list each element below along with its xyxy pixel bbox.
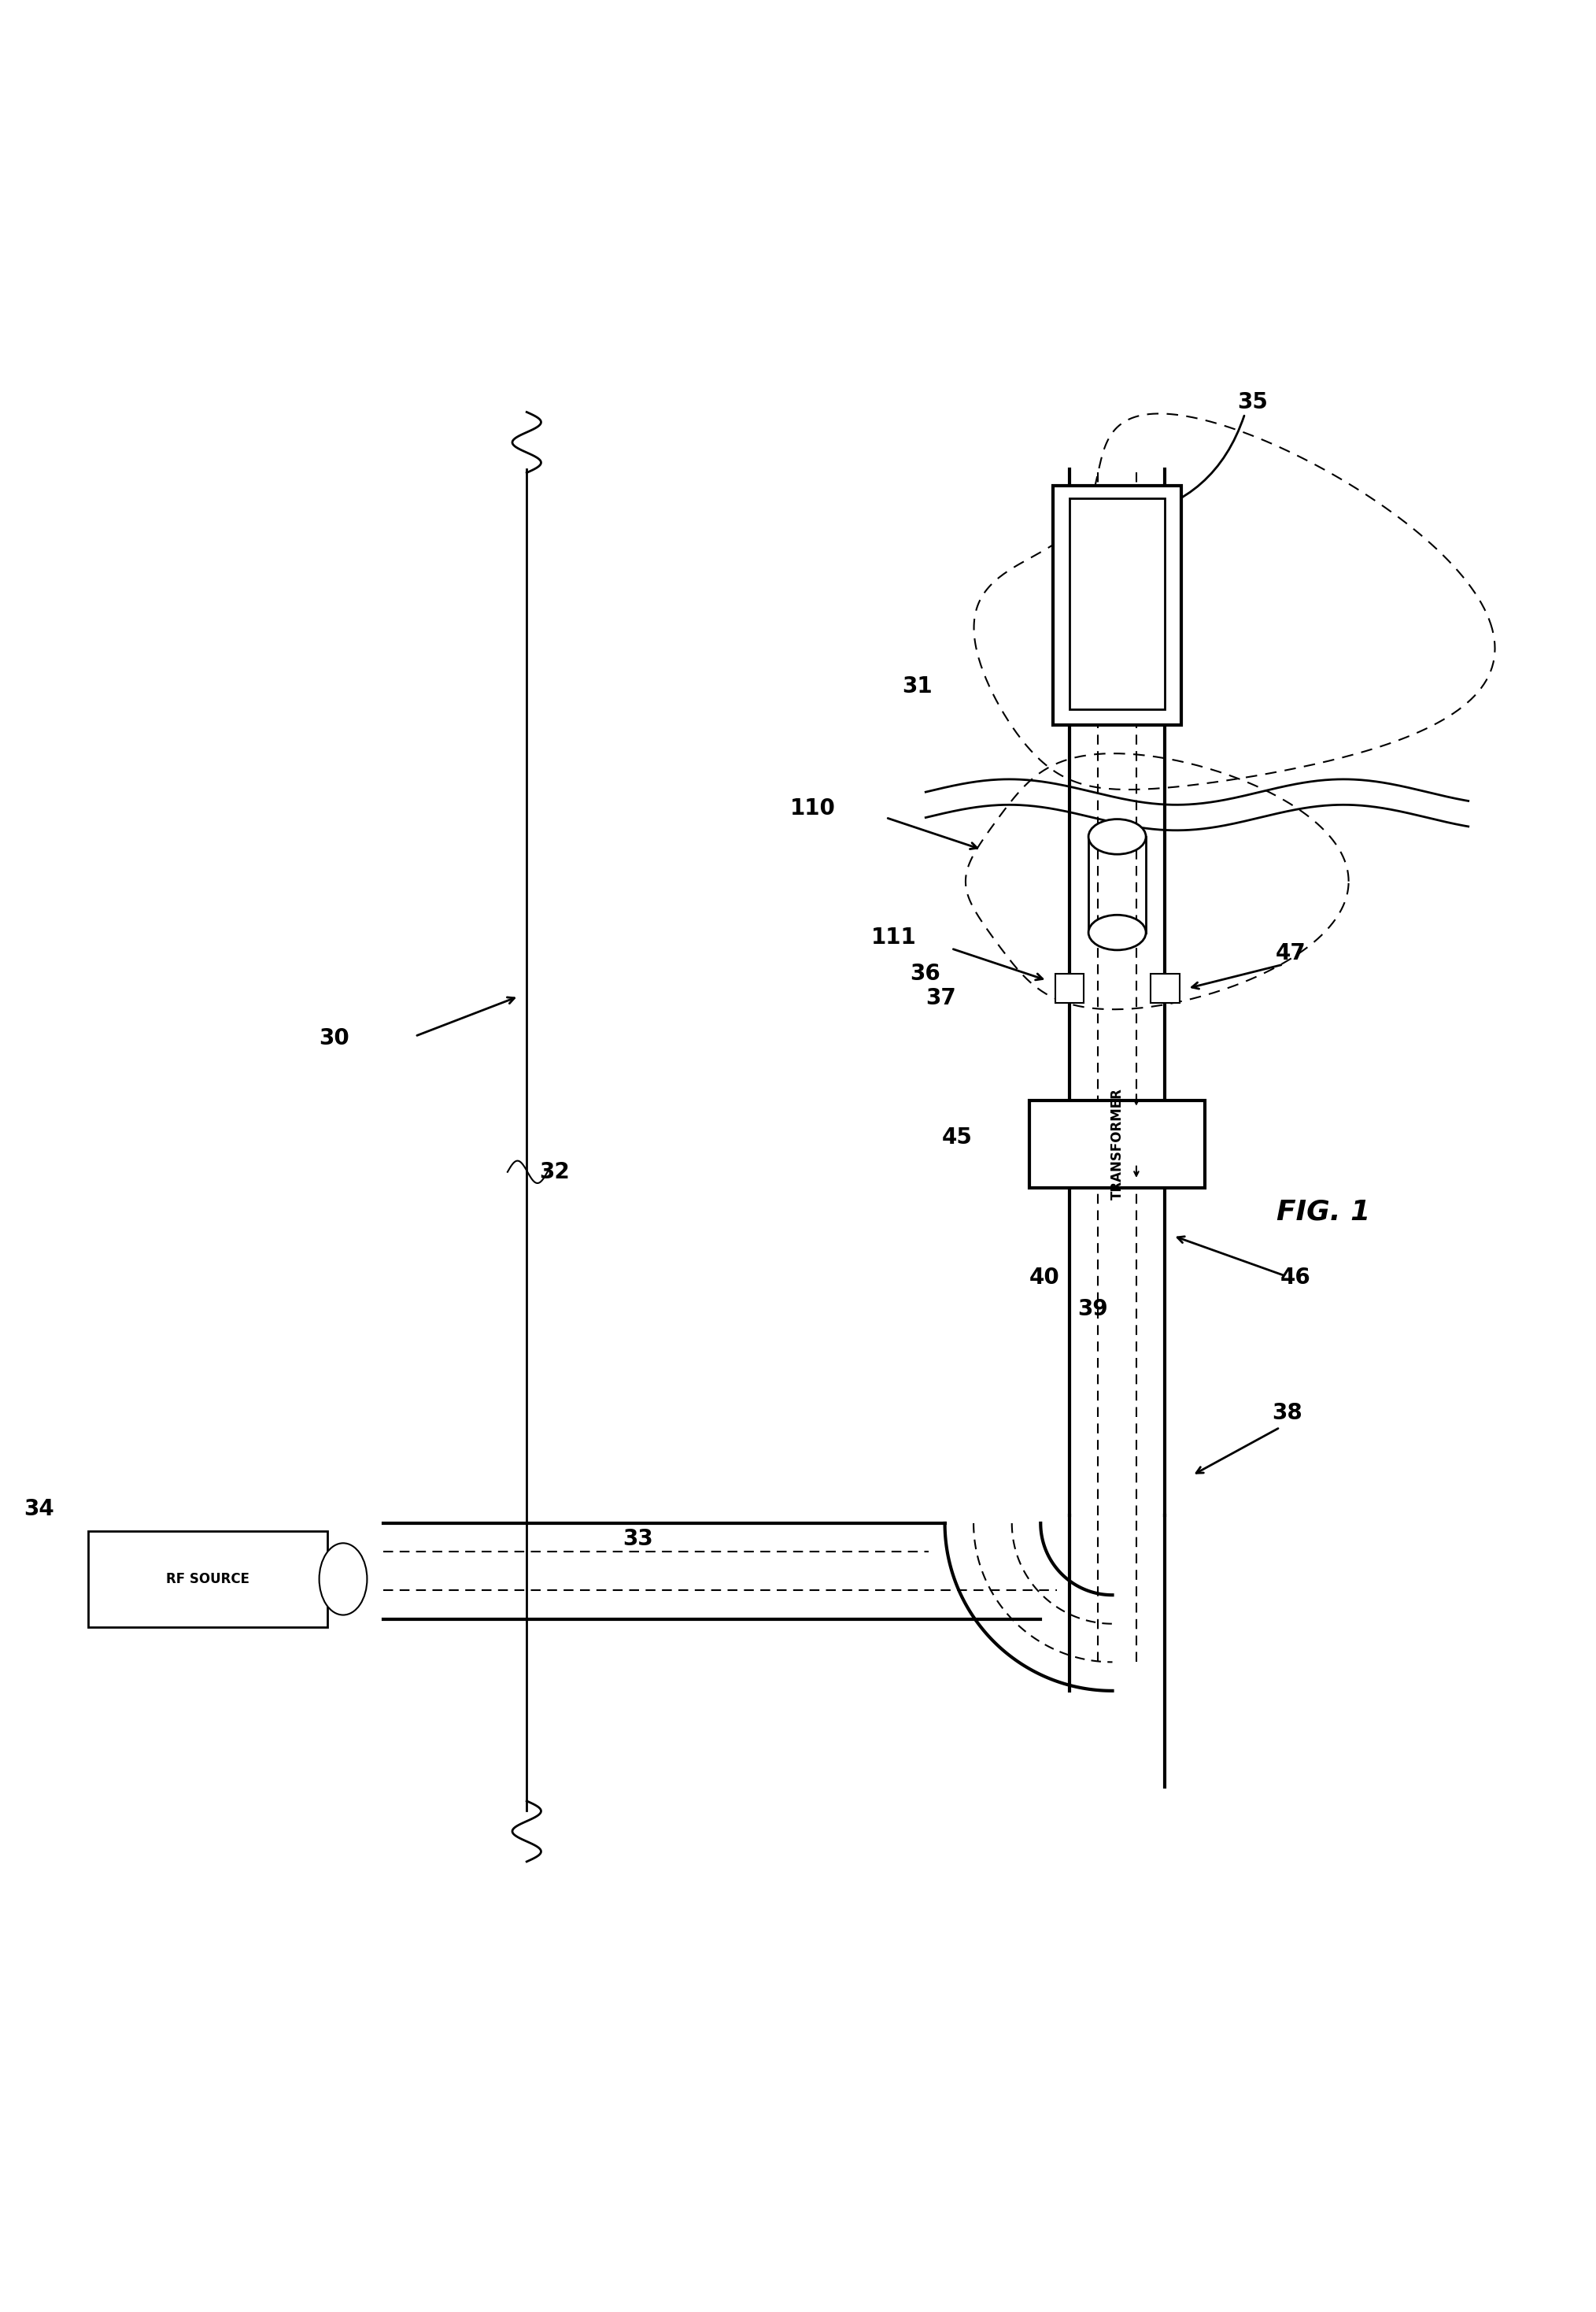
Text: 45: 45 [942,1126,972,1149]
Text: 30: 30 [319,1027,350,1050]
Text: 38: 38 [1272,1401,1302,1424]
Text: 33: 33 [622,1528,653,1551]
Text: 36: 36 [910,964,940,985]
Bar [1151,973,1179,1003]
Text: 31: 31 [902,675,932,698]
Ellipse shape [319,1542,367,1616]
Ellipse shape [1088,916,1146,950]
Text: 32: 32 [539,1161,570,1184]
Text: 35: 35 [1237,391,1267,414]
Bar [1069,499,1165,710]
Text: RF SOURCE: RF SOURCE [166,1572,249,1586]
Text: 46: 46 [1280,1267,1310,1288]
Text: 39: 39 [1077,1299,1108,1320]
Bar [1053,486,1181,726]
Text: TRANSFORMER: TRANSFORMER [1111,1089,1124,1200]
Text: 37: 37 [926,987,956,1008]
Ellipse shape [1088,818,1146,853]
Text: 40: 40 [1029,1267,1060,1288]
Text: 47: 47 [1275,943,1306,964]
Bar [1055,973,1084,1003]
Text: 110: 110 [790,798,836,818]
Text: 34: 34 [24,1498,54,1519]
Text: FIG. 1: FIG. 1 [1277,1198,1371,1225]
Text: 111: 111 [871,927,916,948]
Bar [1029,1101,1205,1188]
Bar [88,1531,327,1628]
